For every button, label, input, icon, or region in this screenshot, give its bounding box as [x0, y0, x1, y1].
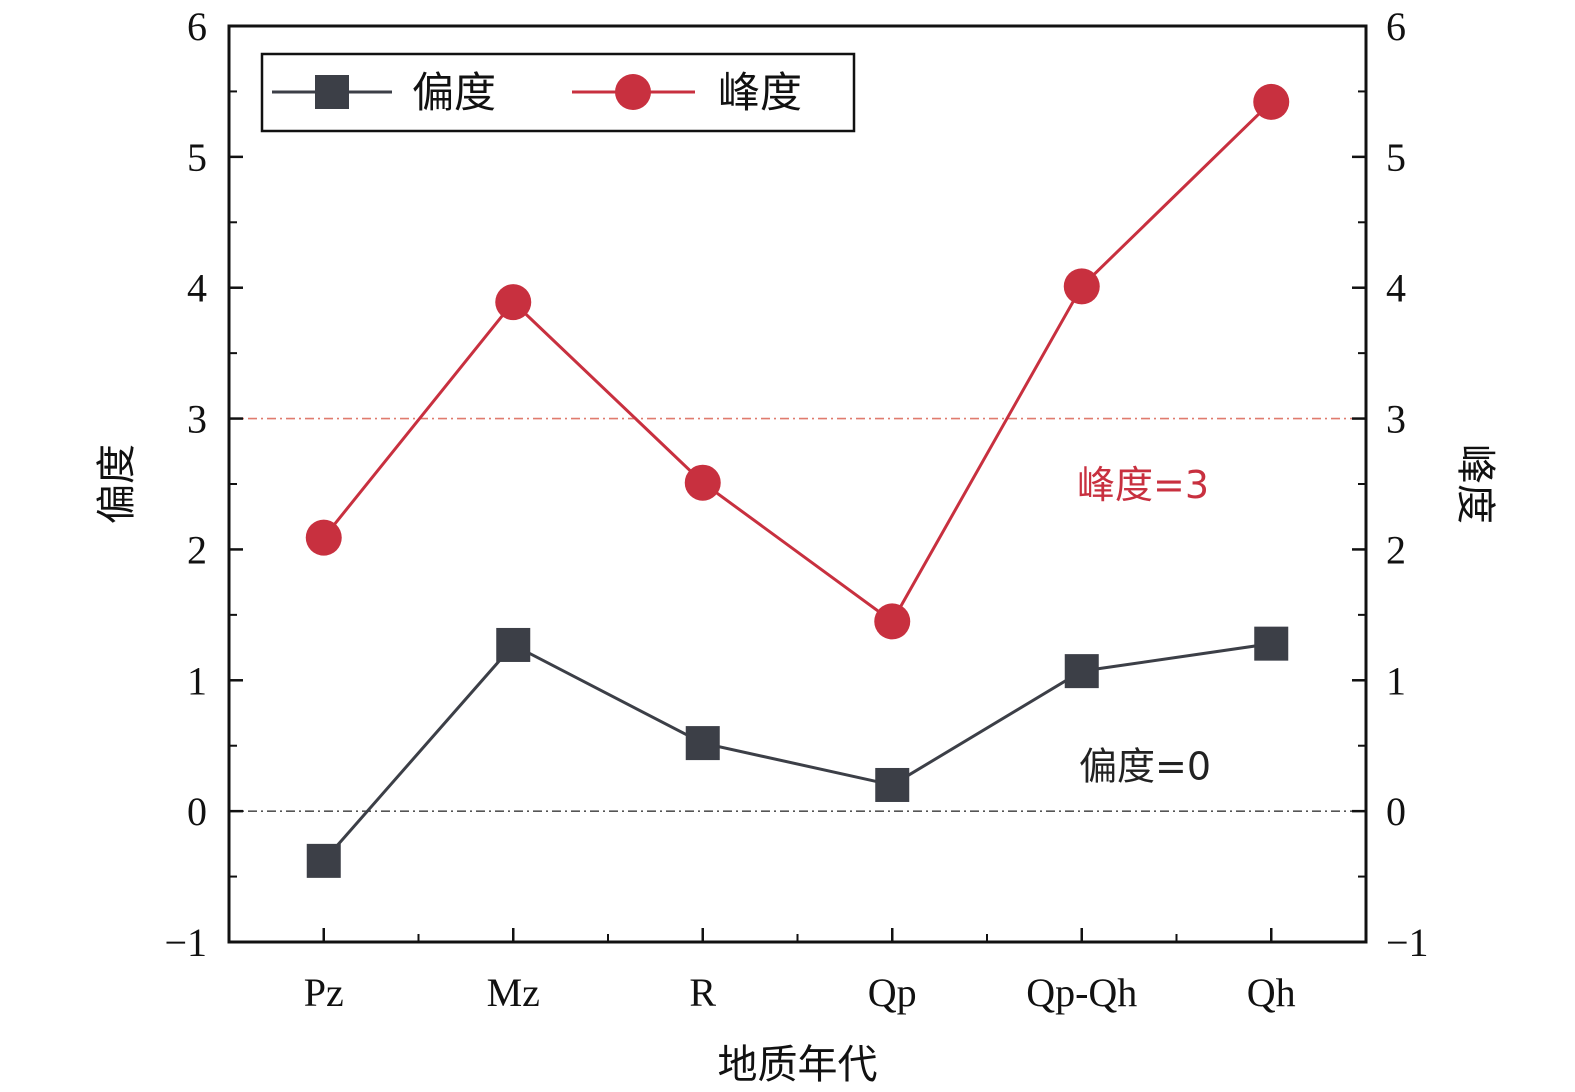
- legend-symbol-kurtosis: [572, 74, 695, 110]
- y-tick-label-right: 5: [1386, 135, 1406, 180]
- x-tick-label: Qh: [1247, 970, 1296, 1015]
- legend-marker-kurtosis: [615, 74, 651, 110]
- y-axis-title-left: 偏度: [94, 444, 140, 524]
- data-point-kurtosis-Qp-Qh: [1063, 268, 1100, 305]
- legend: 偏度 峰度: [260, 52, 856, 133]
- y-tick-label-left: 3: [187, 397, 207, 442]
- y-tick-label-right: −1: [1386, 920, 1429, 965]
- y-tick-label-right: 2: [1386, 527, 1406, 572]
- series-line-0: [322, 642, 1272, 862]
- data-point-skewness-Mz: [496, 627, 531, 662]
- data-point-kurtosis-Qh: [1253, 83, 1290, 120]
- data-point-skewness-Qh: [1254, 626, 1289, 661]
- x-tick-label: Mz: [487, 970, 540, 1015]
- data-point-kurtosis-Qp: [874, 603, 911, 640]
- y-tick-label-left: 4: [187, 266, 207, 311]
- y-tick-label-left: 6: [187, 4, 207, 49]
- y-tick-label-right: 1: [1386, 658, 1406, 703]
- y-tick-label-left: −1: [164, 920, 207, 965]
- data-point-kurtosis-R: [684, 464, 721, 501]
- data-point-kurtosis-Pz: [305, 519, 342, 556]
- data-point-skewness-R: [685, 726, 720, 761]
- y-tick-label-right: 4: [1386, 266, 1406, 311]
- y-tick-label-left: 5: [187, 135, 207, 180]
- y-tick-label-left: 0: [187, 789, 207, 834]
- data-point-skewness-Qp: [875, 767, 910, 802]
- reference-label-kurtosis: 峰度=3: [1077, 463, 1209, 507]
- reference-label-skewness: 偏度=0: [1079, 744, 1211, 788]
- series-line-1: [322, 100, 1273, 624]
- legend-symbol-skewness: [272, 75, 392, 109]
- x-tick-label: Qp-Qh: [1026, 970, 1137, 1015]
- legend-label-skewness: 偏度: [412, 68, 496, 117]
- y-tick-label-right: 6: [1386, 4, 1406, 49]
- legend-marker-skewness: [315, 75, 349, 109]
- data-point-kurtosis-Mz: [495, 284, 532, 321]
- y-tick-label-left: 1: [187, 658, 207, 703]
- x-tick-label: Qp: [868, 970, 917, 1015]
- series-layer: [305, 83, 1290, 878]
- data-point-skewness-Qp-Qh: [1064, 654, 1099, 689]
- data-point-skewness-Pz: [306, 843, 341, 878]
- x-tick-label: Pz: [304, 970, 344, 1015]
- x-axis-title: 地质年代: [718, 1042, 878, 1088]
- y-tick-label-right: 3: [1386, 397, 1406, 442]
- ticks: −1 −1 0 0 1 1 2 2 3 3 4 4 5 5 6 6 Pz Mz R Qp Qp-Qh Qh: [164, 4, 1428, 1015]
- y-tick-label-left: 2: [187, 527, 207, 572]
- legend-label-kurtosis: 峰度: [718, 68, 802, 117]
- y-axis-title-right: 峰度: [1452, 444, 1498, 524]
- y-tick-label-right: 0: [1386, 789, 1406, 834]
- x-tick-label: R: [689, 970, 716, 1015]
